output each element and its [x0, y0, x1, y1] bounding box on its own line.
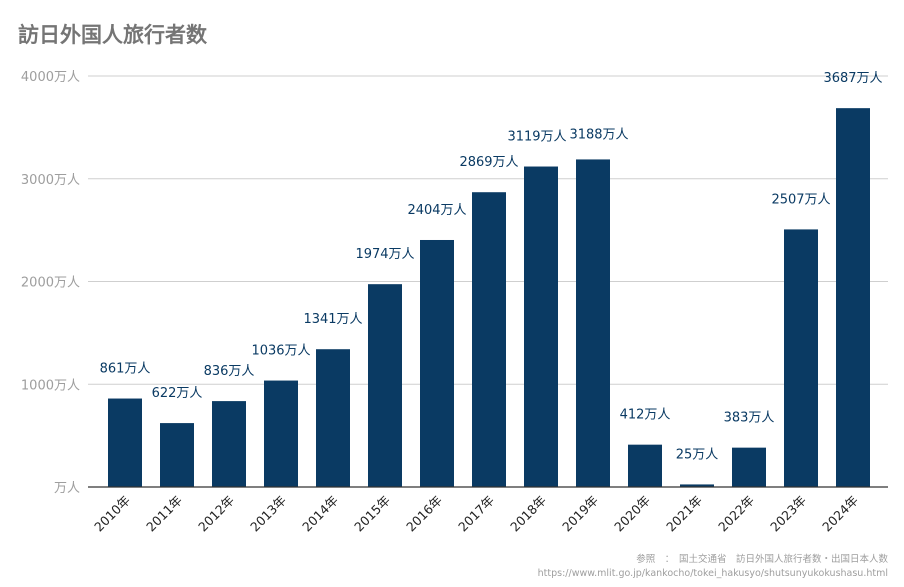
- bar: [576, 159, 610, 488]
- x-tick-label: 2020年: [611, 493, 653, 535]
- y-tick-label: 2000万人: [21, 276, 80, 291]
- data-label: 25万人: [676, 447, 719, 462]
- x-tick-label: 2023年: [767, 493, 809, 535]
- bar: [680, 484, 714, 487]
- x-tick-label: 2011年: [143, 493, 185, 535]
- bar: [732, 447, 766, 487]
- data-label: 2869万人: [459, 155, 518, 170]
- bar: [316, 349, 350, 487]
- data-label: 622万人: [152, 386, 203, 401]
- x-tick-label: 2019年: [559, 493, 601, 535]
- data-label: 836万人: [204, 364, 255, 379]
- y-axis: 万人 1000万人 2000万人 3000万人 4000万人: [21, 70, 80, 496]
- bar: [368, 284, 402, 487]
- x-tick-label: 2018年: [507, 493, 549, 535]
- chart-title: 訪日外国人旅行者数: [18, 23, 208, 47]
- bar: [108, 398, 142, 487]
- data-label: 383万人: [724, 411, 775, 426]
- x-tick-label: 2010年: [91, 493, 133, 535]
- bar: [420, 239, 454, 487]
- bar: [524, 166, 558, 487]
- source-note: 参照 ： 国土交通省 訪日外国人旅行者数・出国日本人数: [636, 553, 888, 565]
- bar: [212, 401, 246, 487]
- x-tick-label: 2013年: [247, 493, 289, 535]
- x-axis: 2010年 2011年 2012年 2013年 2014年 2015年 2016年 2017年…: [91, 493, 861, 535]
- x-tick-label: 2015年: [351, 493, 393, 535]
- data-label: 2507万人: [771, 192, 830, 207]
- data-label: 412万人: [620, 408, 671, 423]
- y-tick-label: 4000万人: [21, 70, 80, 85]
- bar: [264, 380, 298, 487]
- data-label: 1974万人: [355, 247, 414, 262]
- y-tick-label: 1000万人: [21, 378, 80, 393]
- x-tick-label: 2014年: [299, 493, 341, 535]
- y-tick-label: 3000万人: [21, 173, 80, 188]
- data-label: 861万人: [100, 362, 151, 377]
- y-tick-label: 万人: [54, 481, 80, 496]
- data-label: 1341万人: [303, 312, 362, 327]
- x-tick-label: 2016年: [403, 493, 445, 535]
- data-label: 1036万人: [251, 344, 310, 359]
- source-url: https://www.mlit.go.jp/kankocho/tokei_ha…: [538, 568, 888, 579]
- bar: [784, 229, 818, 487]
- bar: [628, 444, 662, 487]
- bars: [108, 108, 870, 488]
- data-label: 3188万人: [569, 127, 628, 142]
- x-tick-label: 2021年: [663, 493, 705, 535]
- bar: [472, 192, 506, 487]
- x-tick-label: 2017年: [455, 493, 497, 535]
- bar: [836, 108, 870, 487]
- data-label: 3119万人: [507, 130, 566, 145]
- x-tick-label: 2012年: [195, 493, 237, 535]
- data-label: 2404万人: [407, 203, 466, 218]
- x-tick-label: 2022年: [715, 493, 757, 535]
- x-tick-label: 2024年: [819, 493, 861, 535]
- bar: [160, 423, 194, 487]
- data-label: 3687万人: [823, 71, 882, 86]
